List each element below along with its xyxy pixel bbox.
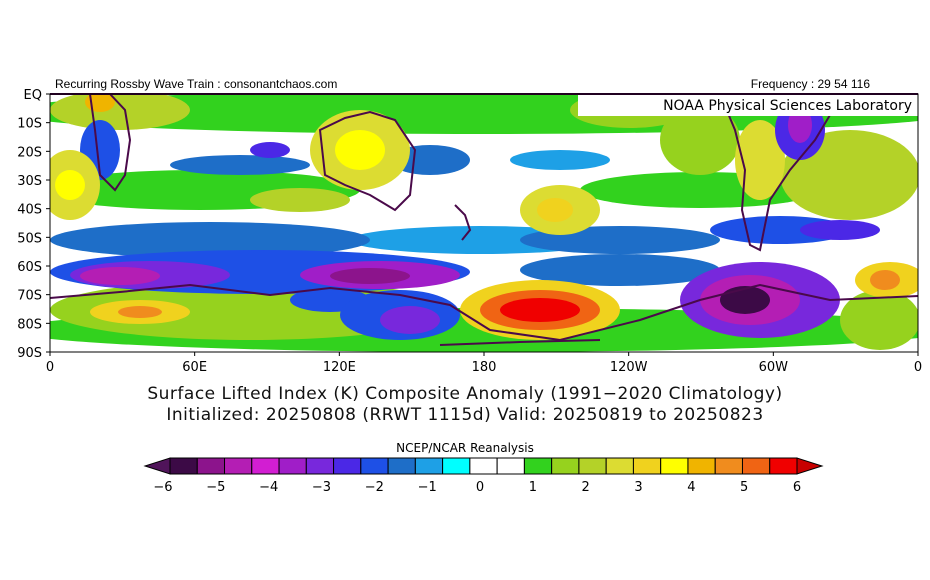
anomaly-contour — [660, 105, 740, 175]
latitude-axis: EQ 10S 20S 30S 40S 50S 60S 70S 80S 90S — [17, 88, 50, 361]
coastline — [719, 94, 832, 252]
lon-label: 120W — [610, 360, 648, 375]
anomaly-contour — [380, 306, 440, 334]
coastline — [439, 339, 601, 346]
colorbar-swatch — [387, 457, 416, 475]
colorbar-swatch — [196, 457, 226, 475]
anomaly-contour — [170, 155, 310, 175]
anomaly-contour — [250, 142, 290, 158]
anomaly-contour — [50, 222, 370, 258]
coastline — [318, 110, 417, 212]
anomaly-contour — [330, 268, 410, 284]
anomaly-map: NOAA Physical Sciences Laboratory EQ 10S 2… — [17, 88, 922, 375]
colorbar-swatch — [578, 457, 607, 475]
colorbar-swatch — [741, 457, 771, 475]
header-left-text: Recurring Rossby Wave Train : consonantc… — [55, 77, 338, 91]
colorbar-tick-label: −2 — [365, 480, 384, 495]
coastline — [454, 204, 472, 241]
anomaly-contour — [335, 130, 385, 170]
coastlines — [50, 94, 918, 346]
colorbar-swatch — [714, 457, 743, 475]
anomaly-contour — [800, 220, 880, 240]
anomaly-field — [50, 94, 918, 352]
anomaly-contour — [840, 290, 918, 350]
colorbar-tick-label: −1 — [418, 480, 437, 495]
colorbar-swatch — [469, 457, 498, 475]
lat-label: 80S — [17, 317, 42, 332]
lab-label: NOAA Physical Sciences Laboratory — [663, 98, 912, 114]
colorbar-swatch — [632, 457, 662, 475]
longitude-axis: 0 60E 120E 180 120W 60W 0 — [46, 352, 922, 375]
colorbar-tick-label: −5 — [206, 480, 225, 495]
anomaly-contour — [870, 270, 900, 290]
lon-label: 180 — [472, 360, 497, 375]
colorbar-tick-label: 6 — [793, 480, 801, 495]
lat-label: 10S — [17, 117, 42, 132]
lat-label: 20S — [17, 145, 42, 160]
colorbar-swatch — [224, 457, 253, 475]
colorbar-swatch — [660, 457, 689, 475]
anomaly-contour — [118, 306, 162, 318]
lat-label: 40S — [17, 203, 42, 218]
anomaly-contour — [735, 120, 785, 200]
colorbar-swatch — [523, 457, 553, 475]
colorbar-tick-label: −4 — [259, 480, 278, 495]
colorbar-swatch — [769, 457, 798, 475]
lat-label: 30S — [17, 174, 42, 189]
anomaly-contour — [250, 188, 350, 212]
colorbar: −6 −5 −4 −3 −2 −1 0 1 2 3 4 5 6 — [143, 457, 824, 495]
colorbar-swatch — [442, 457, 471, 475]
chart-title-line1: Surface Lifted Index (K) Composite Anoma… — [147, 384, 783, 404]
colorbar-swatch — [414, 457, 444, 475]
colorbar-swatch — [305, 457, 335, 475]
anomaly-contour — [50, 94, 190, 130]
anomaly-contour — [500, 298, 580, 322]
colorbar-swatch — [360, 457, 389, 475]
colorbar-swatch — [333, 457, 362, 475]
lat-label: 50S — [17, 231, 42, 246]
colorbar-tick-label: 5 — [740, 480, 748, 495]
colorbar-high-arrow — [796, 457, 824, 475]
colorbar-swatch — [496, 457, 525, 475]
colorbar-swatch — [169, 457, 198, 475]
anomaly-contour — [80, 267, 160, 285]
colorbar-low-arrow — [143, 457, 171, 475]
colorbar-swatch — [251, 457, 280, 475]
lat-label: 60S — [17, 260, 42, 275]
coastline — [89, 94, 132, 192]
lat-label: 90S — [17, 346, 42, 361]
anomaly-contour — [510, 150, 610, 170]
lon-label: 60W — [759, 360, 789, 375]
anomaly-contour — [390, 145, 470, 175]
anomaly-contour — [720, 286, 770, 314]
lat-label: 70S — [17, 289, 42, 304]
colorbar-tick-label: −3 — [312, 480, 331, 495]
coastline — [50, 283, 918, 342]
lon-label: 60E — [182, 360, 207, 375]
anomaly-contour — [55, 170, 85, 200]
chart-title-line2: Initialized: 20250808 (RRWT 1115d) Valid… — [166, 405, 764, 425]
colorbar-tick-label: 3 — [634, 480, 642, 495]
colorbar-tick-label: 2 — [582, 480, 590, 495]
colorbar-tick-label: 0 — [476, 480, 484, 495]
colorbar-tick-label: 4 — [687, 480, 695, 495]
anomaly-contour — [537, 198, 573, 222]
colorbar-tick-label: −6 — [153, 480, 172, 495]
lon-label: 0 — [914, 360, 922, 375]
lon-label: 0 — [46, 360, 54, 375]
header-frequency-text: Frequency : 29 54 116 — [750, 77, 870, 91]
colorbar-title: NCEP/NCAR Reanalysis — [396, 441, 534, 455]
anomaly-contour — [520, 254, 720, 286]
lon-label: 120E — [323, 360, 356, 375]
colorbar-swatch — [551, 457, 580, 475]
lat-label: EQ — [24, 88, 42, 103]
lab-label-box — [578, 94, 918, 116]
colorbar-tick-label: 1 — [529, 480, 537, 495]
anomaly-contour — [820, 175, 900, 215]
colorbar-swatch — [687, 457, 716, 475]
colorbar-swatch — [605, 457, 634, 475]
colorbar-swatch — [278, 457, 307, 475]
